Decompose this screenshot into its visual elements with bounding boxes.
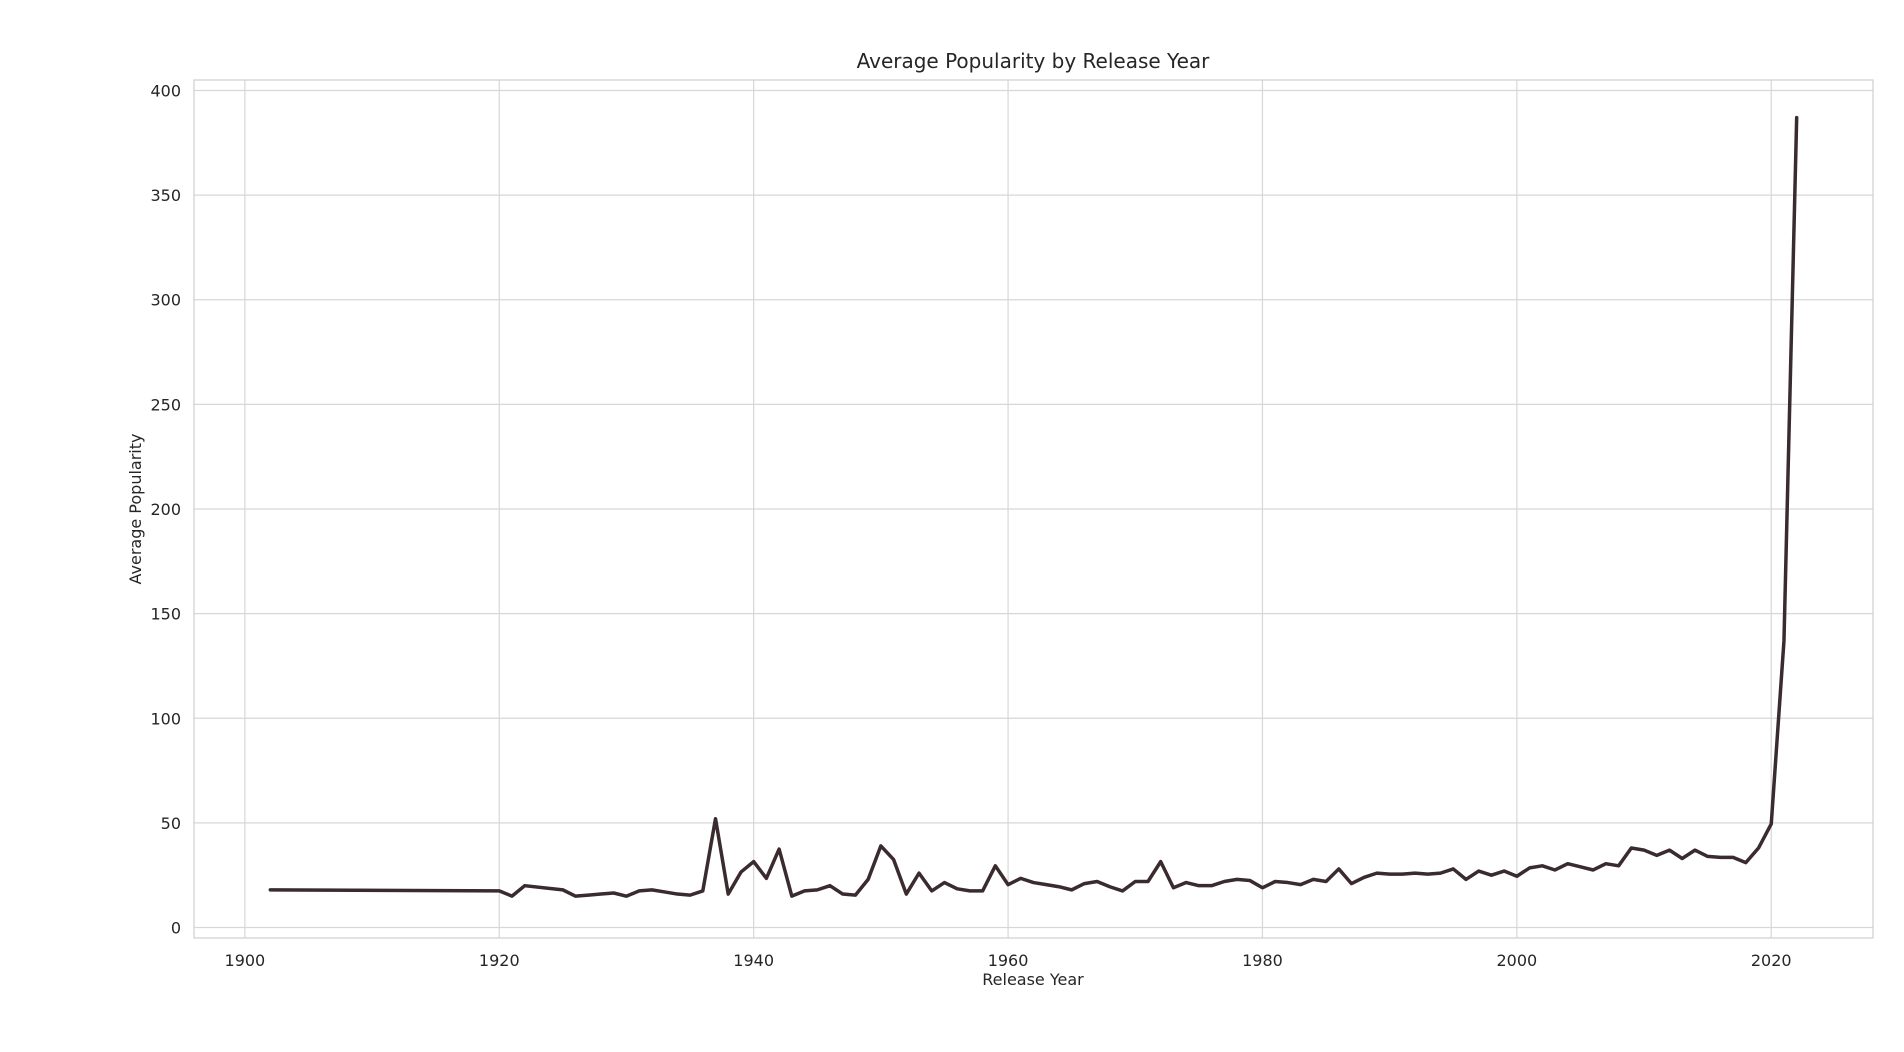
y-tick-label-350: 350: [150, 186, 181, 205]
x-tick-label-1980: 1980: [1242, 951, 1283, 970]
x-tick-label-2000: 2000: [1496, 951, 1537, 970]
chart-title: Average Popularity by Release Year: [857, 49, 1211, 73]
tick-label-layer: 1900 1920 1940 1960 1980 2000 2020 0 50 100 150 200…: [150, 81, 1791, 970]
plot-frame: [193, 79, 1874, 939]
x-tick-label-1960: 1960: [988, 951, 1029, 970]
y-tick-label-0: 0: [171, 919, 181, 938]
y-tick-label-200: 200: [150, 500, 181, 519]
y-tick-label-250: 250: [150, 395, 181, 414]
popularity-series-line: [268, 115, 1799, 898]
x-tick-label-1940: 1940: [733, 951, 774, 970]
x-tick-label-2020: 2020: [1751, 951, 1792, 970]
y-tick-label-150: 150: [150, 605, 181, 624]
y-tick-label-300: 300: [150, 291, 181, 310]
y-tick-label-50: 50: [161, 814, 181, 833]
x-tick-label-1900: 1900: [225, 951, 266, 970]
grid-layer: [194, 80, 1873, 938]
x-tick-label-1920: 1920: [479, 951, 520, 970]
y-tick-label-400: 400: [150, 81, 181, 100]
x-axis-label: Release Year: [982, 970, 1084, 989]
y-axis-label: Average Popularity: [126, 434, 145, 585]
y-tick-label-100: 100: [150, 709, 181, 728]
